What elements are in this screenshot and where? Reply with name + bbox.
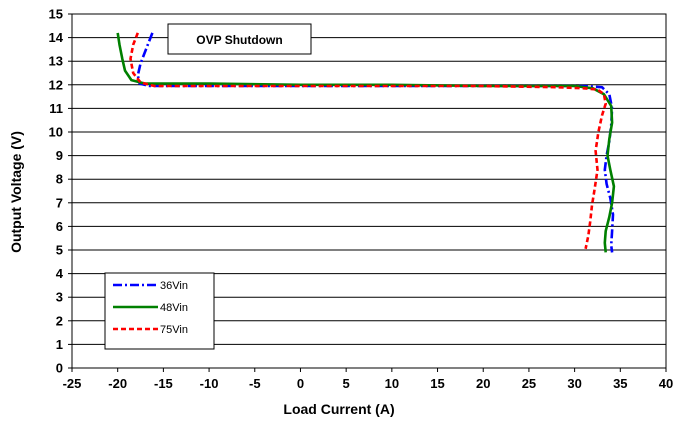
annotation-box: OVP Shutdown bbox=[167, 23, 312, 55]
y-tick-label: 15 bbox=[49, 7, 63, 22]
legend-label: 48Vin bbox=[160, 302, 188, 314]
x-tick-label: 15 bbox=[430, 376, 444, 391]
y-tick-label: 4 bbox=[56, 266, 64, 281]
series-line-48Vin bbox=[116, 32, 616, 253]
x-tick-label: 20 bbox=[476, 376, 490, 391]
y-tick-label: 1 bbox=[56, 337, 63, 352]
y-tick-label: 12 bbox=[49, 77, 63, 92]
y-tick-label: 3 bbox=[56, 290, 63, 305]
y-tick-label: 13 bbox=[49, 54, 63, 69]
y-axis-title: Output Voltage (V) bbox=[8, 131, 24, 253]
plot-frame bbox=[71, 13, 667, 369]
legend-label: 75Vin bbox=[160, 324, 188, 336]
y-tick-label: 7 bbox=[56, 195, 63, 210]
y-tick-label: 9 bbox=[56, 148, 63, 163]
series-line-36Vin bbox=[136, 32, 615, 253]
x-axis-title: Load Current (A) bbox=[283, 401, 394, 417]
x-tick-label: -20 bbox=[108, 376, 127, 391]
x-tick-label: 25 bbox=[522, 376, 536, 391]
y-tick-label: 6 bbox=[56, 219, 63, 234]
x-tick-label: 0 bbox=[297, 376, 304, 391]
y-tick-label: 14 bbox=[49, 30, 64, 45]
annotation-text: OVP Shutdown bbox=[196, 33, 282, 47]
annotation-frame bbox=[167, 23, 312, 55]
x-tick-label: -5 bbox=[249, 376, 261, 391]
legend-frame bbox=[104, 272, 215, 350]
x-tick-label: 5 bbox=[343, 376, 350, 391]
x-tick-label: 40 bbox=[659, 376, 673, 391]
x-tick-label: -25 bbox=[63, 376, 82, 391]
x-tick-label: 30 bbox=[567, 376, 581, 391]
x-tick-label: -10 bbox=[200, 376, 219, 391]
y-tick-label: 0 bbox=[56, 361, 63, 376]
y-tick-label: 8 bbox=[56, 172, 63, 187]
x-tick-labels: -25 -20 -15 -10 -5 0 5 10 15 20 25 30 35 40 bbox=[63, 376, 674, 391]
x-tick-label: -15 bbox=[154, 376, 173, 391]
legend-label: 36Vin bbox=[160, 280, 188, 292]
y-tick-label: 11 bbox=[49, 101, 63, 116]
y-tick-label: 10 bbox=[49, 125, 63, 140]
legend: 36Vin 48Vin 75Vin bbox=[104, 272, 215, 350]
series-line-75Vin bbox=[129, 32, 607, 250]
y-tick-label: 5 bbox=[56, 243, 63, 258]
x-tick-label: 35 bbox=[613, 376, 627, 391]
series-layer bbox=[116, 32, 616, 253]
x-tick-label: 10 bbox=[385, 376, 399, 391]
y-tick-label: 2 bbox=[56, 313, 63, 328]
